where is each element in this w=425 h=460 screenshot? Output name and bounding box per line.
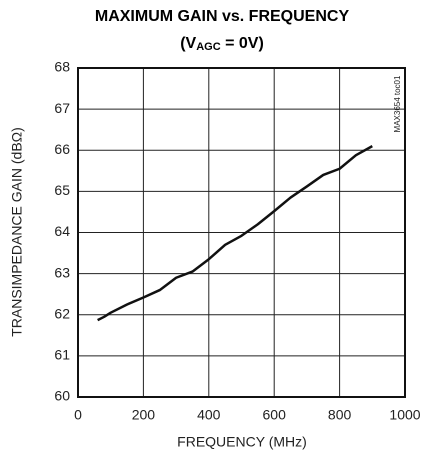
x-tick-label: 0: [74, 407, 82, 423]
annotation: MAX3654 toc01: [393, 75, 402, 132]
x-axis-label: FREQUENCY (MHz): [177, 434, 307, 450]
x-tick-label: 200: [132, 407, 156, 423]
plot-frame: [77, 67, 406, 398]
x-tick-label: 400: [197, 407, 221, 423]
x-tick-label: 1000: [389, 407, 420, 423]
chart-title: MAXIMUM GAIN vs. FREQUENCY: [95, 8, 350, 25]
y-tick-label: 67: [54, 100, 70, 116]
y-tick-label: 61: [54, 347, 70, 363]
y-tick-label: 60: [54, 388, 70, 404]
y-tick-label: 65: [54, 182, 70, 198]
data-line: [97, 145, 373, 322]
y-tick-label: 63: [54, 264, 70, 280]
subtitle-subscript: AGC: [196, 41, 221, 53]
y-axis-label: TRANSIMPEDANCE GAIN (dBΩ): [9, 127, 25, 337]
y-tick-label: 64: [54, 223, 70, 239]
x-tick-label: 600: [263, 407, 287, 423]
x-tick-label: 800: [328, 407, 352, 423]
y-tick-label: 62: [54, 305, 70, 321]
subtitle-part: = 0V): [221, 35, 264, 52]
subtitle-part: (V: [180, 35, 196, 52]
y-tick-label: 68: [54, 59, 70, 75]
y-tick-label: 66: [54, 141, 70, 157]
chart-subtitle: (VAGC = 0V): [180, 35, 264, 53]
